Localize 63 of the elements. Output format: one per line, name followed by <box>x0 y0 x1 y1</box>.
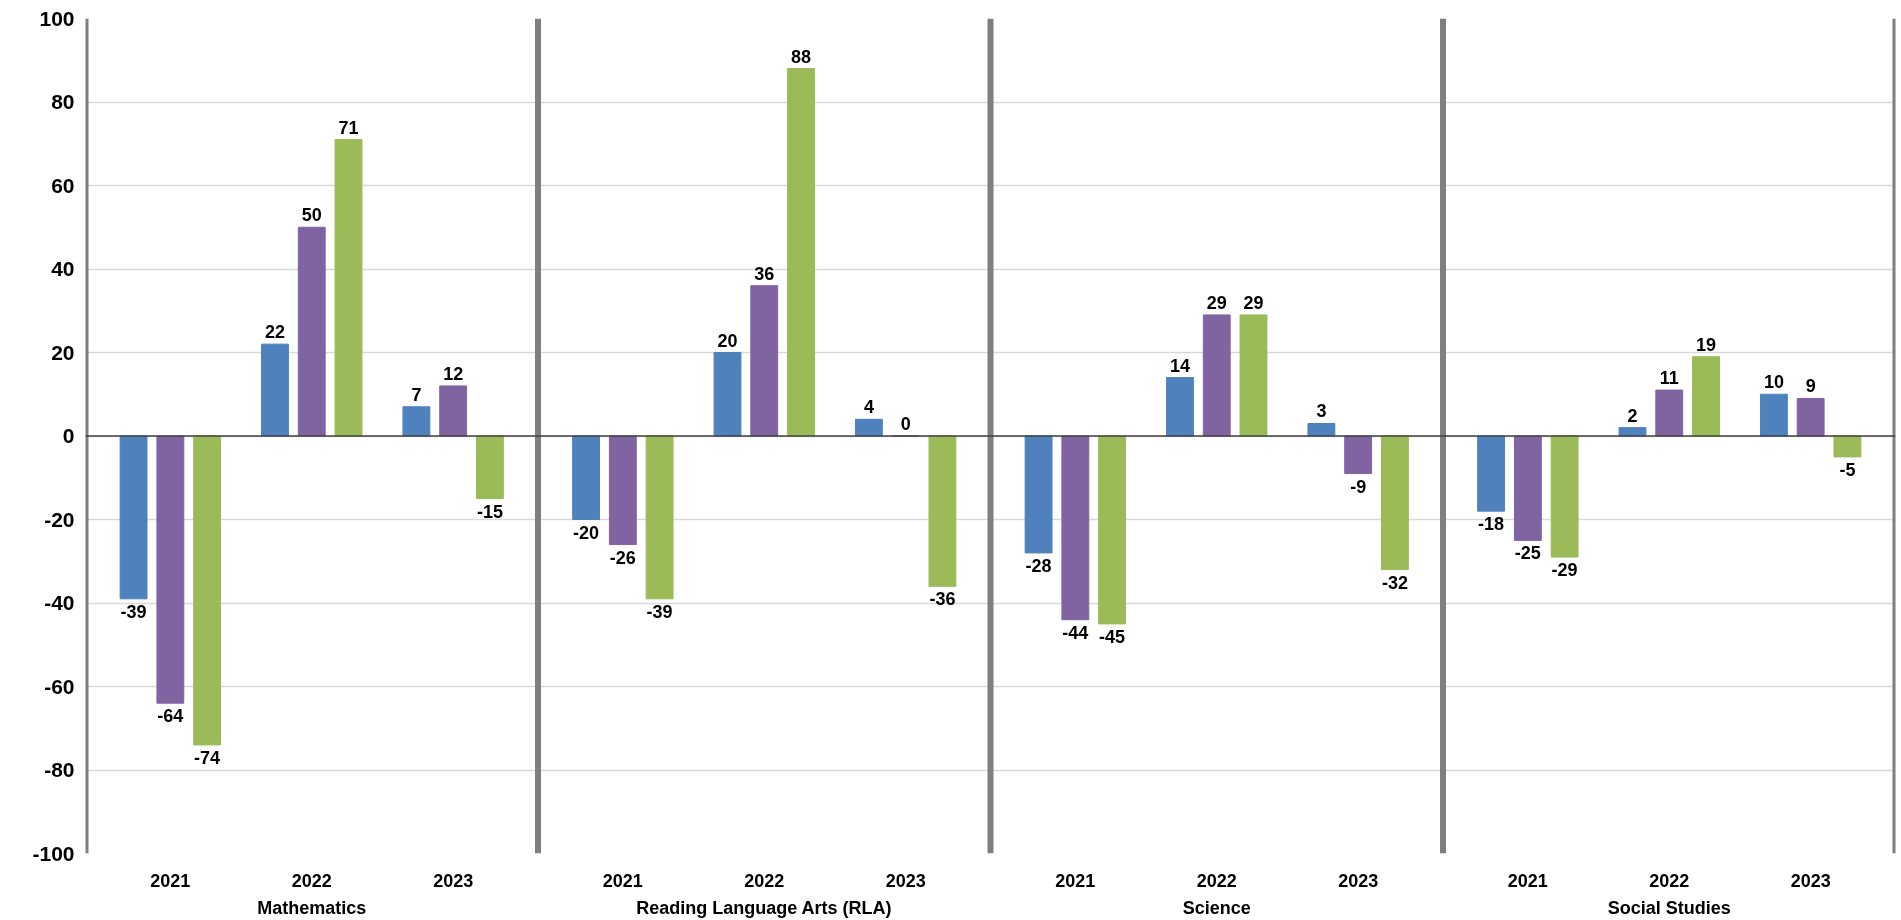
data-label: -28 <box>1025 555 1052 576</box>
x-tick-label: 2023 <box>1790 870 1831 891</box>
data-label: 0 <box>900 414 911 434</box>
data-label: -36 <box>929 589 956 610</box>
text: Reading Language Arts (RLA) <box>636 897 892 918</box>
data-label: 20 <box>717 330 738 351</box>
data-label: 29 <box>1243 292 1264 313</box>
x-tick-label: 2023 <box>885 870 926 891</box>
x-tick-label: 2021 <box>1507 870 1548 891</box>
data-label: 3 <box>1316 401 1327 422</box>
data-label: -45 <box>1099 626 1126 647</box>
y-tick-label: -40 <box>44 591 75 614</box>
x-tick-label: 2023 <box>433 870 474 891</box>
data-label: 36 <box>754 263 775 284</box>
data-label: 10 <box>1763 372 1784 393</box>
data-label: 11 <box>1659 368 1679 389</box>
data-label: 2 <box>1627 405 1638 426</box>
y-tick-label: 20 <box>51 340 75 364</box>
y-tick-label: -60 <box>44 674 75 698</box>
data-label: -15 <box>476 501 503 522</box>
data-label: 19 <box>1696 334 1717 355</box>
data-label: 50 <box>301 205 322 226</box>
x-tick-label: 2022 <box>1649 870 1690 891</box>
data-label: 14 <box>1169 355 1190 376</box>
data-label: -9 <box>1350 476 1367 497</box>
y-tick-label: 100 <box>39 6 75 30</box>
x-tick-label: 2021 <box>602 870 643 891</box>
data-label: -5 <box>1839 459 1856 480</box>
data-label: 4 <box>863 397 874 418</box>
data-label: -26 <box>609 547 636 568</box>
data-label: 88 <box>791 46 812 67</box>
data-label: -25 <box>1514 543 1541 564</box>
y-tick-label: 40 <box>51 257 75 280</box>
x-tick-label: 2023 <box>1338 870 1379 891</box>
y-tick-label: -20 <box>44 507 75 531</box>
data-label: -39 <box>120 601 147 622</box>
data-label: -39 <box>646 601 673 622</box>
y-tick-label: 60 <box>51 173 75 197</box>
data-label: 71 <box>338 117 359 138</box>
data-label: -18 <box>1478 514 1505 535</box>
text: Social Studies <box>1607 897 1731 918</box>
y-tick-label: 0 <box>62 424 75 447</box>
data-label: 7 <box>411 384 422 405</box>
text: Mathematics <box>257 897 367 918</box>
data-label: 22 <box>264 322 285 343</box>
data-label: 12 <box>443 363 464 384</box>
data-label: -64 <box>157 706 184 727</box>
x-tick-label: 2022 <box>291 870 332 891</box>
y-tick-label: -80 <box>44 758 75 781</box>
data-label: -44 <box>1062 622 1089 643</box>
x-tick-label: 2022 <box>744 870 785 891</box>
x-tick-label: 2021 <box>150 870 191 891</box>
x-tick-label: 2021 <box>1055 870 1096 891</box>
data-label: -20 <box>573 522 600 543</box>
y-tick-label: 80 <box>51 90 75 113</box>
y-tick-label: -100 <box>32 841 75 865</box>
data-label: 9 <box>1805 376 1816 397</box>
data-label: -32 <box>1381 572 1408 593</box>
text: Science <box>1182 897 1251 918</box>
data-label: -29 <box>1551 560 1578 581</box>
data-label: -74 <box>194 747 221 768</box>
x-tick-label: 2022 <box>1196 870 1237 891</box>
data-label: 29 <box>1206 292 1227 313</box>
